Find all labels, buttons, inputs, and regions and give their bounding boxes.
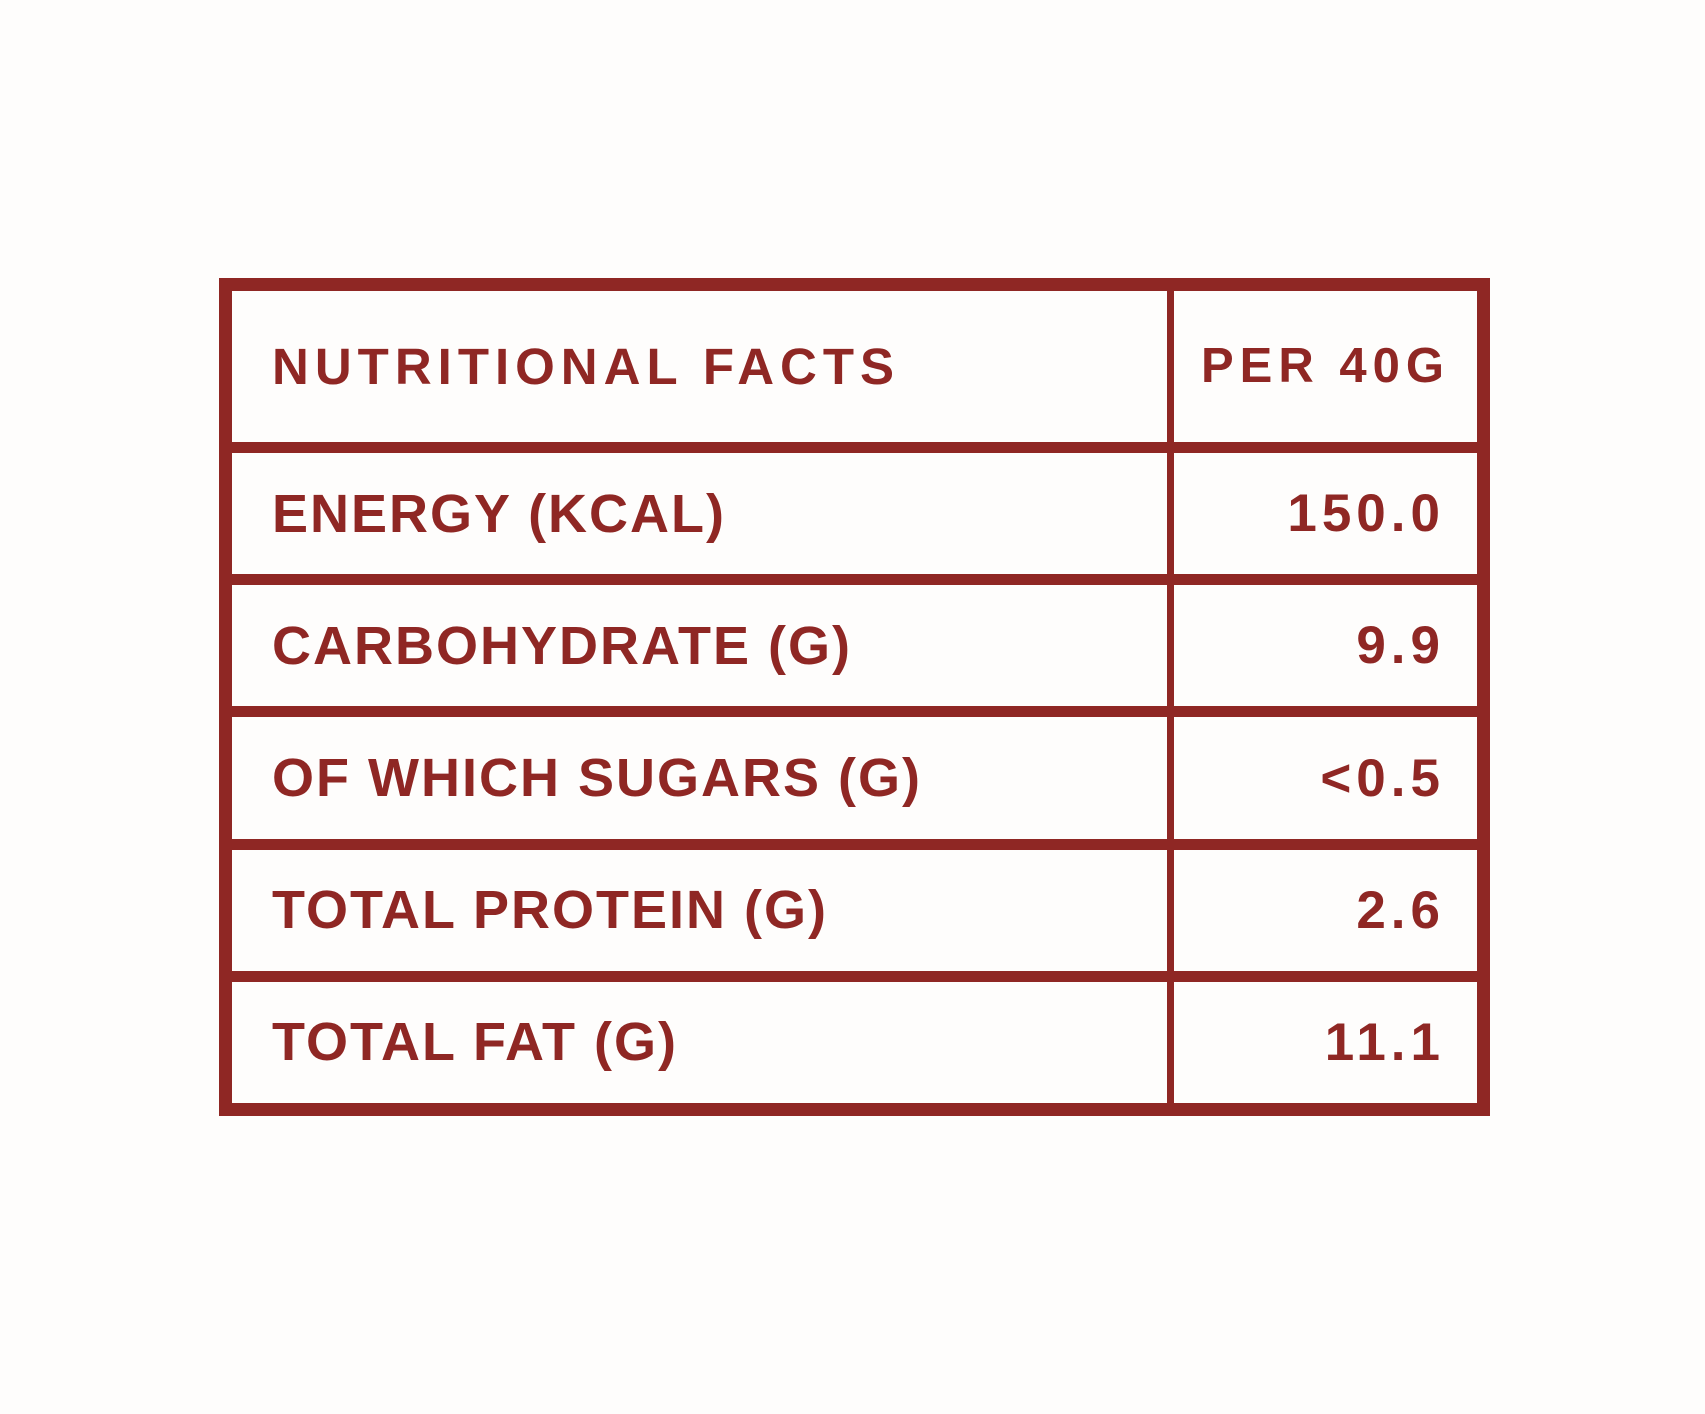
row-label-protein: TOTAL PROTEIN (G) (272, 880, 828, 941)
row-value-fat: 11.1 (1167, 981, 1477, 1103)
table-row-fat: TOTAL FAT (G) 11.1 (232, 970, 1477, 1103)
table-row-carbohydrate: CARBOHYDRATE (G) 9.9 (232, 574, 1477, 707)
table-header-row: NUTRITIONAL FACTS PER 40G (232, 291, 1477, 443)
serving-size-header: PER 40G (1167, 291, 1477, 443)
row-value-protein: 2.6 (1167, 849, 1477, 971)
row-value-energy: 150.0 (1167, 453, 1477, 575)
row-label-energy: ENERGY (KCAL) (272, 483, 727, 544)
row-value-carbohydrate: 9.9 (1167, 585, 1477, 707)
table-title: NUTRITIONAL FACTS (272, 338, 901, 396)
row-label-sugars: OF WHICH SUGARS (G) (272, 748, 922, 808)
nutrition-facts-table: NUTRITIONAL FACTS PER 40G ENERGY (KCAL) … (219, 278, 1490, 1116)
table-row-protein: TOTAL PROTEIN (G) 2.6 (232, 838, 1477, 971)
table-row-sugars: OF WHICH SUGARS (G) <0.5 (232, 706, 1477, 839)
row-label-fat: TOTAL FAT (G) (272, 1012, 678, 1073)
row-value-sugars: <0.5 (1167, 717, 1477, 839)
table-row-energy: ENERGY (KCAL) 150.0 (232, 442, 1477, 575)
row-label-carbohydrate: CARBOHYDRATE (G) (272, 615, 852, 676)
